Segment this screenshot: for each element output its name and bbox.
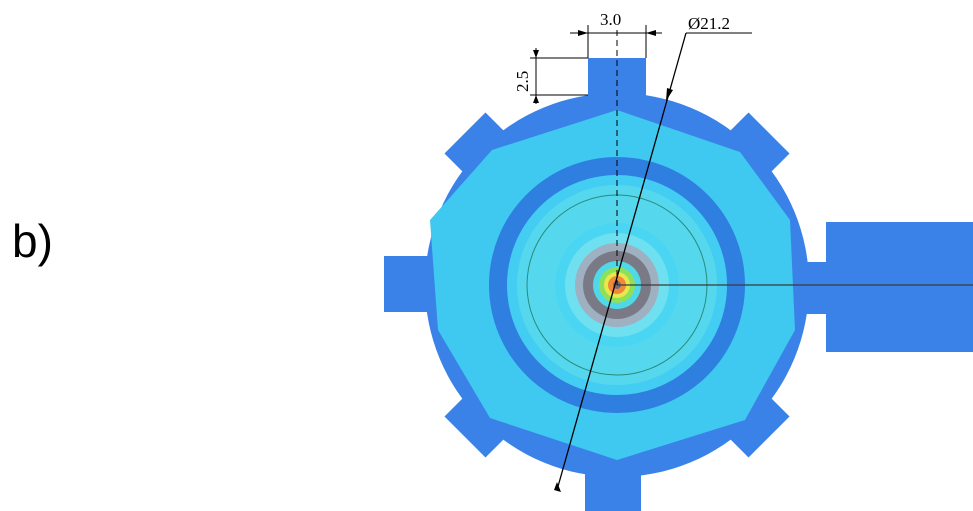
width-dimension-label: 3.0 [600,10,621,29]
diameter-dimension-label: Ø21.2 [688,14,730,33]
panel-label: b) [12,215,53,267]
height-dimension: 2.5 [513,48,588,104]
width-dimension: 3.0 [570,10,662,58]
side-port-right [826,222,973,352]
height-dimension-label: 2.5 [513,71,532,92]
diameter-dimension: Ø21.2 [554,14,752,492]
